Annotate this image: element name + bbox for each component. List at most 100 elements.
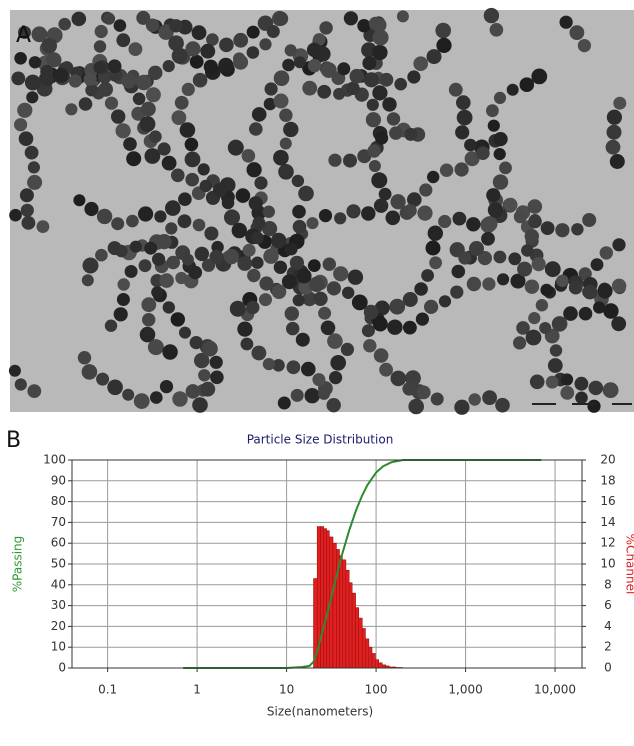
particle <box>193 219 206 232</box>
particle <box>154 210 166 222</box>
particle <box>494 251 507 264</box>
particle <box>548 358 563 373</box>
particle <box>230 301 246 317</box>
particle <box>37 220 50 233</box>
particle <box>372 85 387 100</box>
particle <box>252 217 265 230</box>
particle <box>427 171 439 183</box>
particle <box>116 123 131 138</box>
particle <box>72 12 87 27</box>
particle <box>204 60 218 74</box>
particle <box>334 212 346 224</box>
particle <box>606 140 621 155</box>
particle <box>450 286 463 299</box>
particle <box>21 204 34 217</box>
particle <box>118 278 130 290</box>
particle <box>274 70 290 86</box>
particle <box>569 281 583 295</box>
particle <box>298 186 314 202</box>
particle <box>484 8 499 23</box>
particle <box>374 199 388 213</box>
particle <box>94 40 106 52</box>
y2-tick-label: 16 <box>600 494 615 508</box>
particle <box>482 390 497 405</box>
particle <box>79 97 93 111</box>
particle <box>417 206 432 221</box>
particle <box>499 162 512 175</box>
y-tick-label: 10 <box>51 640 66 654</box>
particle <box>22 216 36 230</box>
particle <box>404 128 417 141</box>
y-tick-label: 100 <box>43 453 66 467</box>
particle <box>312 373 325 386</box>
particle <box>259 276 273 290</box>
particle <box>163 301 175 313</box>
particle <box>301 362 316 377</box>
particle <box>190 55 204 69</box>
chart-title: Particle Size Distribution <box>247 433 394 447</box>
particle <box>251 232 264 245</box>
particle <box>209 250 223 264</box>
particle <box>294 56 306 68</box>
y2-tick-label: 10 <box>600 557 615 571</box>
particle <box>321 62 337 78</box>
particle <box>163 60 175 72</box>
particle <box>292 175 304 187</box>
particle <box>408 399 424 415</box>
y-tick-label: 90 <box>51 473 66 487</box>
particle <box>224 249 239 264</box>
particle <box>193 73 208 88</box>
particle <box>504 198 518 212</box>
particle <box>282 59 295 72</box>
particle <box>391 371 407 387</box>
particle <box>439 295 451 307</box>
particle <box>428 226 443 241</box>
particle <box>200 382 215 397</box>
particle <box>247 269 260 282</box>
particle <box>41 38 57 54</box>
particle <box>236 188 251 203</box>
particle <box>555 223 569 237</box>
particle <box>560 386 574 400</box>
particle <box>386 211 401 226</box>
particle <box>94 61 106 73</box>
particle <box>438 215 451 228</box>
particle <box>454 400 469 415</box>
particle <box>233 52 245 64</box>
particle <box>603 303 618 318</box>
particle <box>82 274 94 286</box>
y2-tick-label: 12 <box>600 536 615 550</box>
particle <box>362 56 376 70</box>
particle <box>40 65 53 78</box>
y2-tick-label: 0 <box>604 661 612 675</box>
particle <box>530 375 545 390</box>
particle <box>560 16 573 29</box>
particle <box>200 44 215 59</box>
particle <box>517 262 532 277</box>
particle <box>490 23 504 37</box>
particle <box>457 110 473 126</box>
particle <box>600 246 613 259</box>
particle <box>122 389 134 401</box>
particle <box>133 93 146 106</box>
histogram-bar <box>342 560 346 668</box>
particle <box>219 38 234 53</box>
y2-axis-label: %Channel <box>624 534 634 595</box>
particle <box>513 336 526 349</box>
particle <box>162 156 177 171</box>
particle <box>363 339 376 352</box>
particle <box>302 81 317 96</box>
particle <box>25 146 39 160</box>
particle <box>259 38 271 50</box>
particle <box>308 259 321 272</box>
particle <box>494 148 506 160</box>
particle <box>274 261 287 274</box>
particle <box>350 69 365 84</box>
particle <box>210 356 223 369</box>
particle <box>382 97 396 111</box>
histogram-bar <box>333 543 336 668</box>
particle <box>318 388 330 400</box>
particle <box>228 140 244 156</box>
particle <box>152 253 165 266</box>
particle <box>449 83 463 97</box>
